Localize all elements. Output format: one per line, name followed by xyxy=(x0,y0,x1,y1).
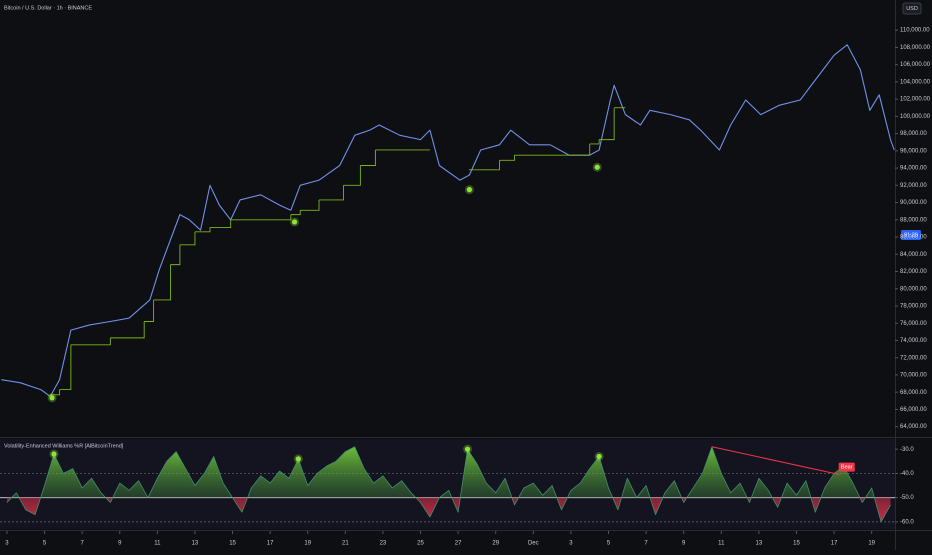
stop-line-step xyxy=(360,149,376,166)
signal-dot xyxy=(291,219,298,225)
x-tick-label: 23 xyxy=(380,541,387,547)
y-tick-label: 92,000.00 xyxy=(900,183,927,189)
y-tick-label: 108,000.00 xyxy=(900,45,931,51)
x-tick-label: 3 xyxy=(569,541,573,547)
y-tick-label: -60.0 xyxy=(900,519,914,525)
x-tick-label: 19 xyxy=(868,541,875,547)
x-tick-label: Dec xyxy=(528,541,539,547)
y-tick-label: 110,000.00 xyxy=(900,28,930,34)
y-tick-label: 66,000.00 xyxy=(900,407,927,413)
signal-dot xyxy=(49,395,55,401)
stop-line-step xyxy=(194,227,211,233)
x-tick-label: 5 xyxy=(607,541,611,547)
plot-layer: 64,000.00 66,000.00 68,000.00 70,000.00 72,0… xyxy=(0,28,931,547)
stop-line-step xyxy=(599,107,615,141)
y-tick-label: 102,000.00 xyxy=(900,97,931,103)
y-tick-label: -50.0 xyxy=(900,495,914,501)
indicator-title: Volatility-Enhanced Williams %R [AlBitco… xyxy=(4,443,124,449)
x-tick-label: 15 xyxy=(793,541,800,547)
signal-dot xyxy=(51,451,57,457)
indicator-line xyxy=(6,446,891,523)
annotation-label: Bear xyxy=(841,465,853,471)
stop-line-step xyxy=(70,337,111,346)
y-tick-label: 94,000.00 xyxy=(900,166,927,172)
y-tick-label: 80,000.00 xyxy=(900,286,927,292)
signal-dot xyxy=(464,446,471,452)
y-tick-label: 76,000.00 xyxy=(900,321,927,327)
y-tick-label: 70,000.00 xyxy=(900,373,927,379)
y-tick-label: 78,000.00 xyxy=(900,304,927,310)
y-tick-label: 64,000.00 xyxy=(900,424,927,430)
area-fill-up xyxy=(11,446,875,498)
stop-line-step xyxy=(290,210,301,216)
y-tick-label: 72,000.00 xyxy=(900,355,927,361)
x-tick-label: 27 xyxy=(455,541,462,547)
y-tick-label: 82,000.00 xyxy=(900,269,927,275)
symbol-title: Bitcoin / U.S. Dollar · 1h · BINANCE xyxy=(4,5,92,11)
stop-line-step xyxy=(209,219,232,228)
y-tick-label: 74,000.00 xyxy=(900,338,927,344)
y-tick-label: -40.0 xyxy=(900,471,914,477)
x-tick-label: 3 xyxy=(5,541,9,547)
signal-dot xyxy=(466,187,473,193)
y-tick-label: 104,000.00 xyxy=(900,79,931,85)
y-tick-label: 106,000.00 xyxy=(900,62,931,68)
x-tick-label: 13 xyxy=(756,541,763,547)
stop-line-step xyxy=(552,143,591,156)
x-tick-label: 11 xyxy=(718,541,725,547)
annotation-box xyxy=(838,462,855,472)
y-tick-label: 86,000.00 xyxy=(900,235,927,241)
stop-line-step xyxy=(319,185,344,201)
stop-line-step xyxy=(499,155,515,161)
currency-button[interactable] xyxy=(902,2,922,15)
stop-line-step xyxy=(469,160,500,171)
currency-label[interactable]: USD xyxy=(906,6,918,12)
x-tick-label: 9 xyxy=(682,541,686,547)
x-tick-label: 29 xyxy=(492,541,499,547)
price-line xyxy=(1,44,895,398)
x-tick-label: 5 xyxy=(43,541,47,547)
stop-line-step xyxy=(153,264,171,301)
stop-line-step xyxy=(589,139,600,145)
x-tick-label: 19 xyxy=(304,541,311,547)
x-tick-label: 25 xyxy=(417,541,424,547)
stop-line-step xyxy=(300,199,320,211)
price-badge xyxy=(901,230,921,240)
y-tick-label: -30.0 xyxy=(900,447,914,453)
stop-line-step xyxy=(50,389,61,396)
x-tick-label: 11 xyxy=(154,541,161,547)
y-tick-label: 88,000.00 xyxy=(900,217,927,223)
y-tick-label: 96,000.00 xyxy=(900,148,927,154)
stop-line-step xyxy=(179,231,196,246)
x-tick-label: 7 xyxy=(80,541,84,547)
divergence-line xyxy=(711,446,840,476)
x-tick-label: 15 xyxy=(229,541,236,547)
x-tick-label: 17 xyxy=(831,541,838,547)
stop-line-step xyxy=(343,165,361,186)
signal-dot xyxy=(594,164,600,170)
price-badge-label: 91:29 xyxy=(904,232,918,238)
y-tick-label: 98,000.00 xyxy=(900,131,927,137)
stop-line-step xyxy=(110,321,145,339)
x-tick-label: 7 xyxy=(644,541,648,547)
stop-line-step xyxy=(170,244,181,266)
y-tick-label: 90,000.00 xyxy=(900,200,927,206)
signal-dot xyxy=(295,456,301,462)
stop-line-step xyxy=(230,214,292,221)
stop-line-step xyxy=(144,299,155,322)
stop-line-step xyxy=(59,344,72,391)
y-tick-label: 100,000.00 xyxy=(900,114,931,120)
x-tick-label: 21 xyxy=(342,541,349,547)
signal-dot xyxy=(596,453,602,460)
x-tick-label: 13 xyxy=(192,541,199,547)
y-tick-label: 68,000.00 xyxy=(900,390,927,396)
x-tick-label: 17 xyxy=(267,541,274,547)
y-tick-label: 84,000.00 xyxy=(900,252,927,258)
x-tick-label: 9 xyxy=(118,541,122,547)
